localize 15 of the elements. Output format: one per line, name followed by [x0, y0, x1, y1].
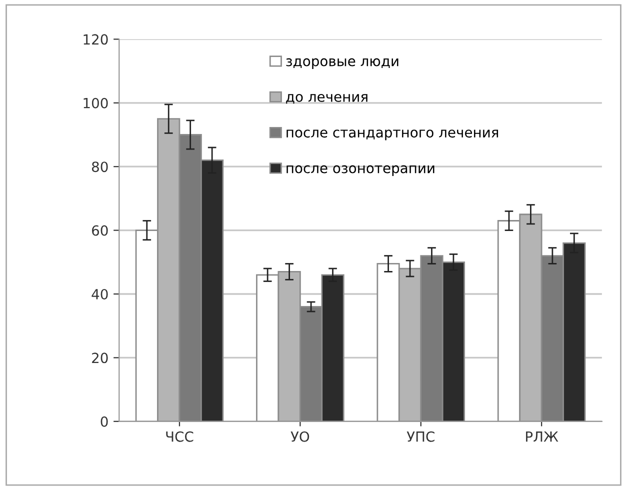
x-tick-label: ЧСС	[166, 431, 194, 442]
y-tick-label: 80	[92, 162, 108, 172]
legend-label: до лечения	[286, 94, 368, 104]
x-tick-label: УО	[290, 431, 310, 442]
y-tick-label: 40	[92, 288, 108, 300]
legend-label: после озонотерапии	[286, 165, 434, 176]
y-tick-label: 120	[84, 34, 108, 45]
y-tick-label: 20	[92, 352, 108, 364]
y-tick-label: 60	[92, 225, 108, 236]
legend-label: здоровые люди	[286, 58, 398, 69]
y-tick-label: 100	[84, 98, 108, 108]
x-tick-label: РЛЖ	[526, 432, 558, 442]
legend-label: после стандартного лечения	[286, 130, 498, 140]
x-tick-label: УПС	[406, 431, 434, 442]
y-tick-label: 0	[100, 416, 108, 427]
